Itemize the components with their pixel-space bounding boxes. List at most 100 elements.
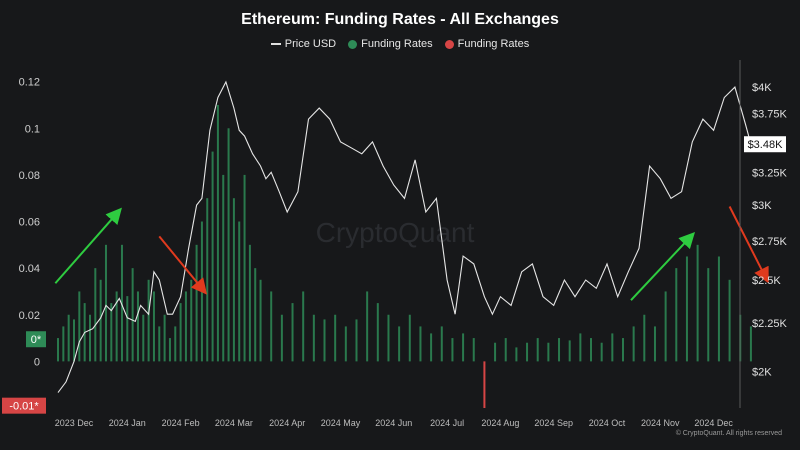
x-tick-label: 2024 Sep [534, 418, 573, 428]
x-tick-label: 2024 Apr [269, 418, 305, 428]
funding-rate-bar [515, 347, 518, 362]
right-tick-label: $2.5K [752, 275, 781, 287]
right-tick-label: $4K [752, 82, 772, 94]
funding-rate-bar [126, 296, 129, 362]
funding-rate-bar [408, 314, 411, 362]
funding-rate-bar [67, 314, 70, 362]
funding-rate-bar [440, 326, 443, 362]
funding-rate-bar [110, 303, 113, 362]
downtrend-arrow [728, 206, 769, 284]
funding-rate-bar [707, 268, 710, 362]
price-series [57, 80, 752, 393]
funding-rate-bar [291, 303, 294, 362]
funding-rate-bar [685, 256, 688, 362]
funding-rate-bar [366, 291, 369, 362]
legend-item-price[interactable]: Price USD [270, 38, 337, 50]
funding-rate-bar [195, 244, 198, 362]
funding-rate-bar [728, 279, 731, 362]
funding-rate-bar [243, 174, 246, 362]
funding-rate-bar [547, 342, 550, 362]
x-tick-label: 2024 Mar [215, 418, 253, 428]
left-tick-label: 0.02 [19, 310, 40, 322]
funding-rate-bar [632, 326, 635, 362]
legend-item-funding-positive[interactable]: Funding Rates [348, 38, 433, 50]
legend: Price USD Funding Rates Funding Rates [0, 38, 800, 50]
funding-rate-bar [387, 314, 390, 362]
right-tick-label: $2.75K [752, 236, 788, 248]
funding-rate-bar [462, 333, 465, 362]
legend-label-price: Price USD [284, 38, 337, 50]
funding-rate-bar [558, 338, 561, 362]
funding-rate-bar [232, 198, 235, 362]
funding-rate-bar [376, 303, 379, 362]
green-dot-icon [348, 39, 358, 49]
right-tick-label: $3.75K [752, 109, 788, 121]
funding-rate-bar [344, 326, 347, 362]
trend-arrows [54, 206, 769, 301]
funding-rate-bar [131, 268, 134, 362]
funding-rate-bar [62, 326, 65, 362]
x-tick-label: 2024 Jan [109, 418, 146, 428]
funding-rate-bar [451, 338, 454, 362]
x-tick-label: 2024 Oct [589, 418, 626, 428]
x-tick-label: 2024 Jun [375, 418, 412, 428]
funding-rate-bar [163, 314, 166, 362]
funding-rate-bar [568, 340, 571, 362]
funding-rate-bar [664, 291, 667, 362]
funding-rate-bar [355, 319, 358, 362]
legend-label-funding-negative: Funding Rates [457, 38, 530, 50]
funding-rate-bar [115, 291, 118, 362]
funding-bars [57, 104, 752, 408]
funding-rate-bar [211, 151, 214, 362]
funding-rate-bar [717, 256, 720, 362]
red-dot-icon [444, 39, 454, 49]
left-tick-label: 0.08 [19, 170, 40, 182]
legend-label-funding-positive: Funding Rates [361, 38, 433, 50]
funding-rate-bar [675, 268, 678, 362]
funding-rate-bar [216, 104, 219, 362]
left-tick-label: 0.12 [19, 77, 40, 89]
right-tick-label: $3.25K [752, 167, 788, 179]
funding-rate-bar [526, 342, 529, 362]
left-tick-label: 0.06 [19, 217, 40, 229]
funding-rate-bar [323, 319, 326, 362]
funding-rate-bar [579, 333, 582, 362]
funding-rate-bar [248, 244, 251, 362]
chart-title: Ethereum: Funding Rates - All Exchanges [241, 11, 559, 28]
funding-rate-bar [653, 326, 656, 362]
funding-rate-bar [104, 244, 107, 362]
funding-rate-bar [94, 268, 97, 362]
left-tick-label: 0 [34, 356, 40, 368]
x-tick-label: 2024 Dec [694, 418, 733, 428]
funding-rate-bar [179, 303, 182, 362]
funding-rate-bar [88, 314, 91, 362]
x-tick-label: 2023 Dec [55, 418, 94, 428]
uptrend-arrow [54, 207, 122, 284]
copyright-note: © CryptoQuant. All rights reserved [675, 430, 782, 437]
x-tick-label: 2024 May [321, 418, 361, 428]
left-axis-badge [2, 397, 46, 414]
funding-rate-bar [334, 314, 337, 362]
funding-rate-bar [184, 291, 187, 362]
funding-rate-bar [494, 342, 497, 362]
left-tick-label: 0.04 [19, 263, 40, 275]
x-tick-label: 2024 Jul [430, 418, 464, 428]
left-axis-badge-label: -0.01* [9, 401, 39, 413]
funding-rate-bar [483, 361, 486, 408]
legend-item-funding-negative[interactable]: Funding Rates [444, 38, 530, 50]
funding-rate-bar [621, 338, 624, 362]
funding-rate-bar [430, 333, 433, 362]
funding-rate-bar [302, 291, 305, 362]
x-tick-label: 2024 Nov [641, 418, 680, 428]
funding-rate-bar [611, 333, 614, 362]
funding-rate-bar [142, 314, 145, 362]
x-tick-label: 2024 Aug [481, 418, 519, 428]
left-axis: 0.12 0.1 0.08 0.06 0.04 0.02 0 0* -0.01* [2, 77, 46, 414]
funding-rate-bar [398, 326, 401, 362]
funding-rate-bar [73, 319, 75, 362]
funding-rate-bar [78, 291, 81, 362]
funding-rate-bar [238, 221, 241, 362]
funding-rate-bar [280, 314, 283, 362]
funding-rate-bar [57, 338, 60, 362]
